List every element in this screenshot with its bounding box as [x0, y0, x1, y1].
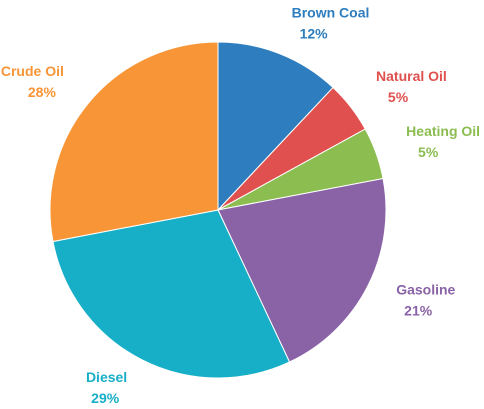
slice-value-label: 21%: [404, 303, 433, 319]
pie-slice: [52, 209, 291, 379]
slice-label: Gasoline: [396, 282, 455, 298]
slice-label: Natural Oil: [376, 68, 447, 84]
pie-slice: [217, 177, 387, 363]
slice-label: Crude Oil: [1, 63, 64, 79]
slice-value-label: 5%: [388, 89, 409, 105]
slice-value-label: 12%: [300, 26, 329, 42]
slice-value-label: 28%: [28, 84, 57, 100]
slice-label: Heating Oil: [406, 123, 480, 139]
slice-label: Brown Coal: [292, 5, 370, 21]
slice-label: Diesel: [86, 369, 127, 385]
slice-value-label: 5%: [418, 144, 439, 160]
pie-slice: [217, 41, 334, 212]
pie-slice: [49, 41, 219, 243]
slice-value-label: 29%: [91, 390, 120, 406]
